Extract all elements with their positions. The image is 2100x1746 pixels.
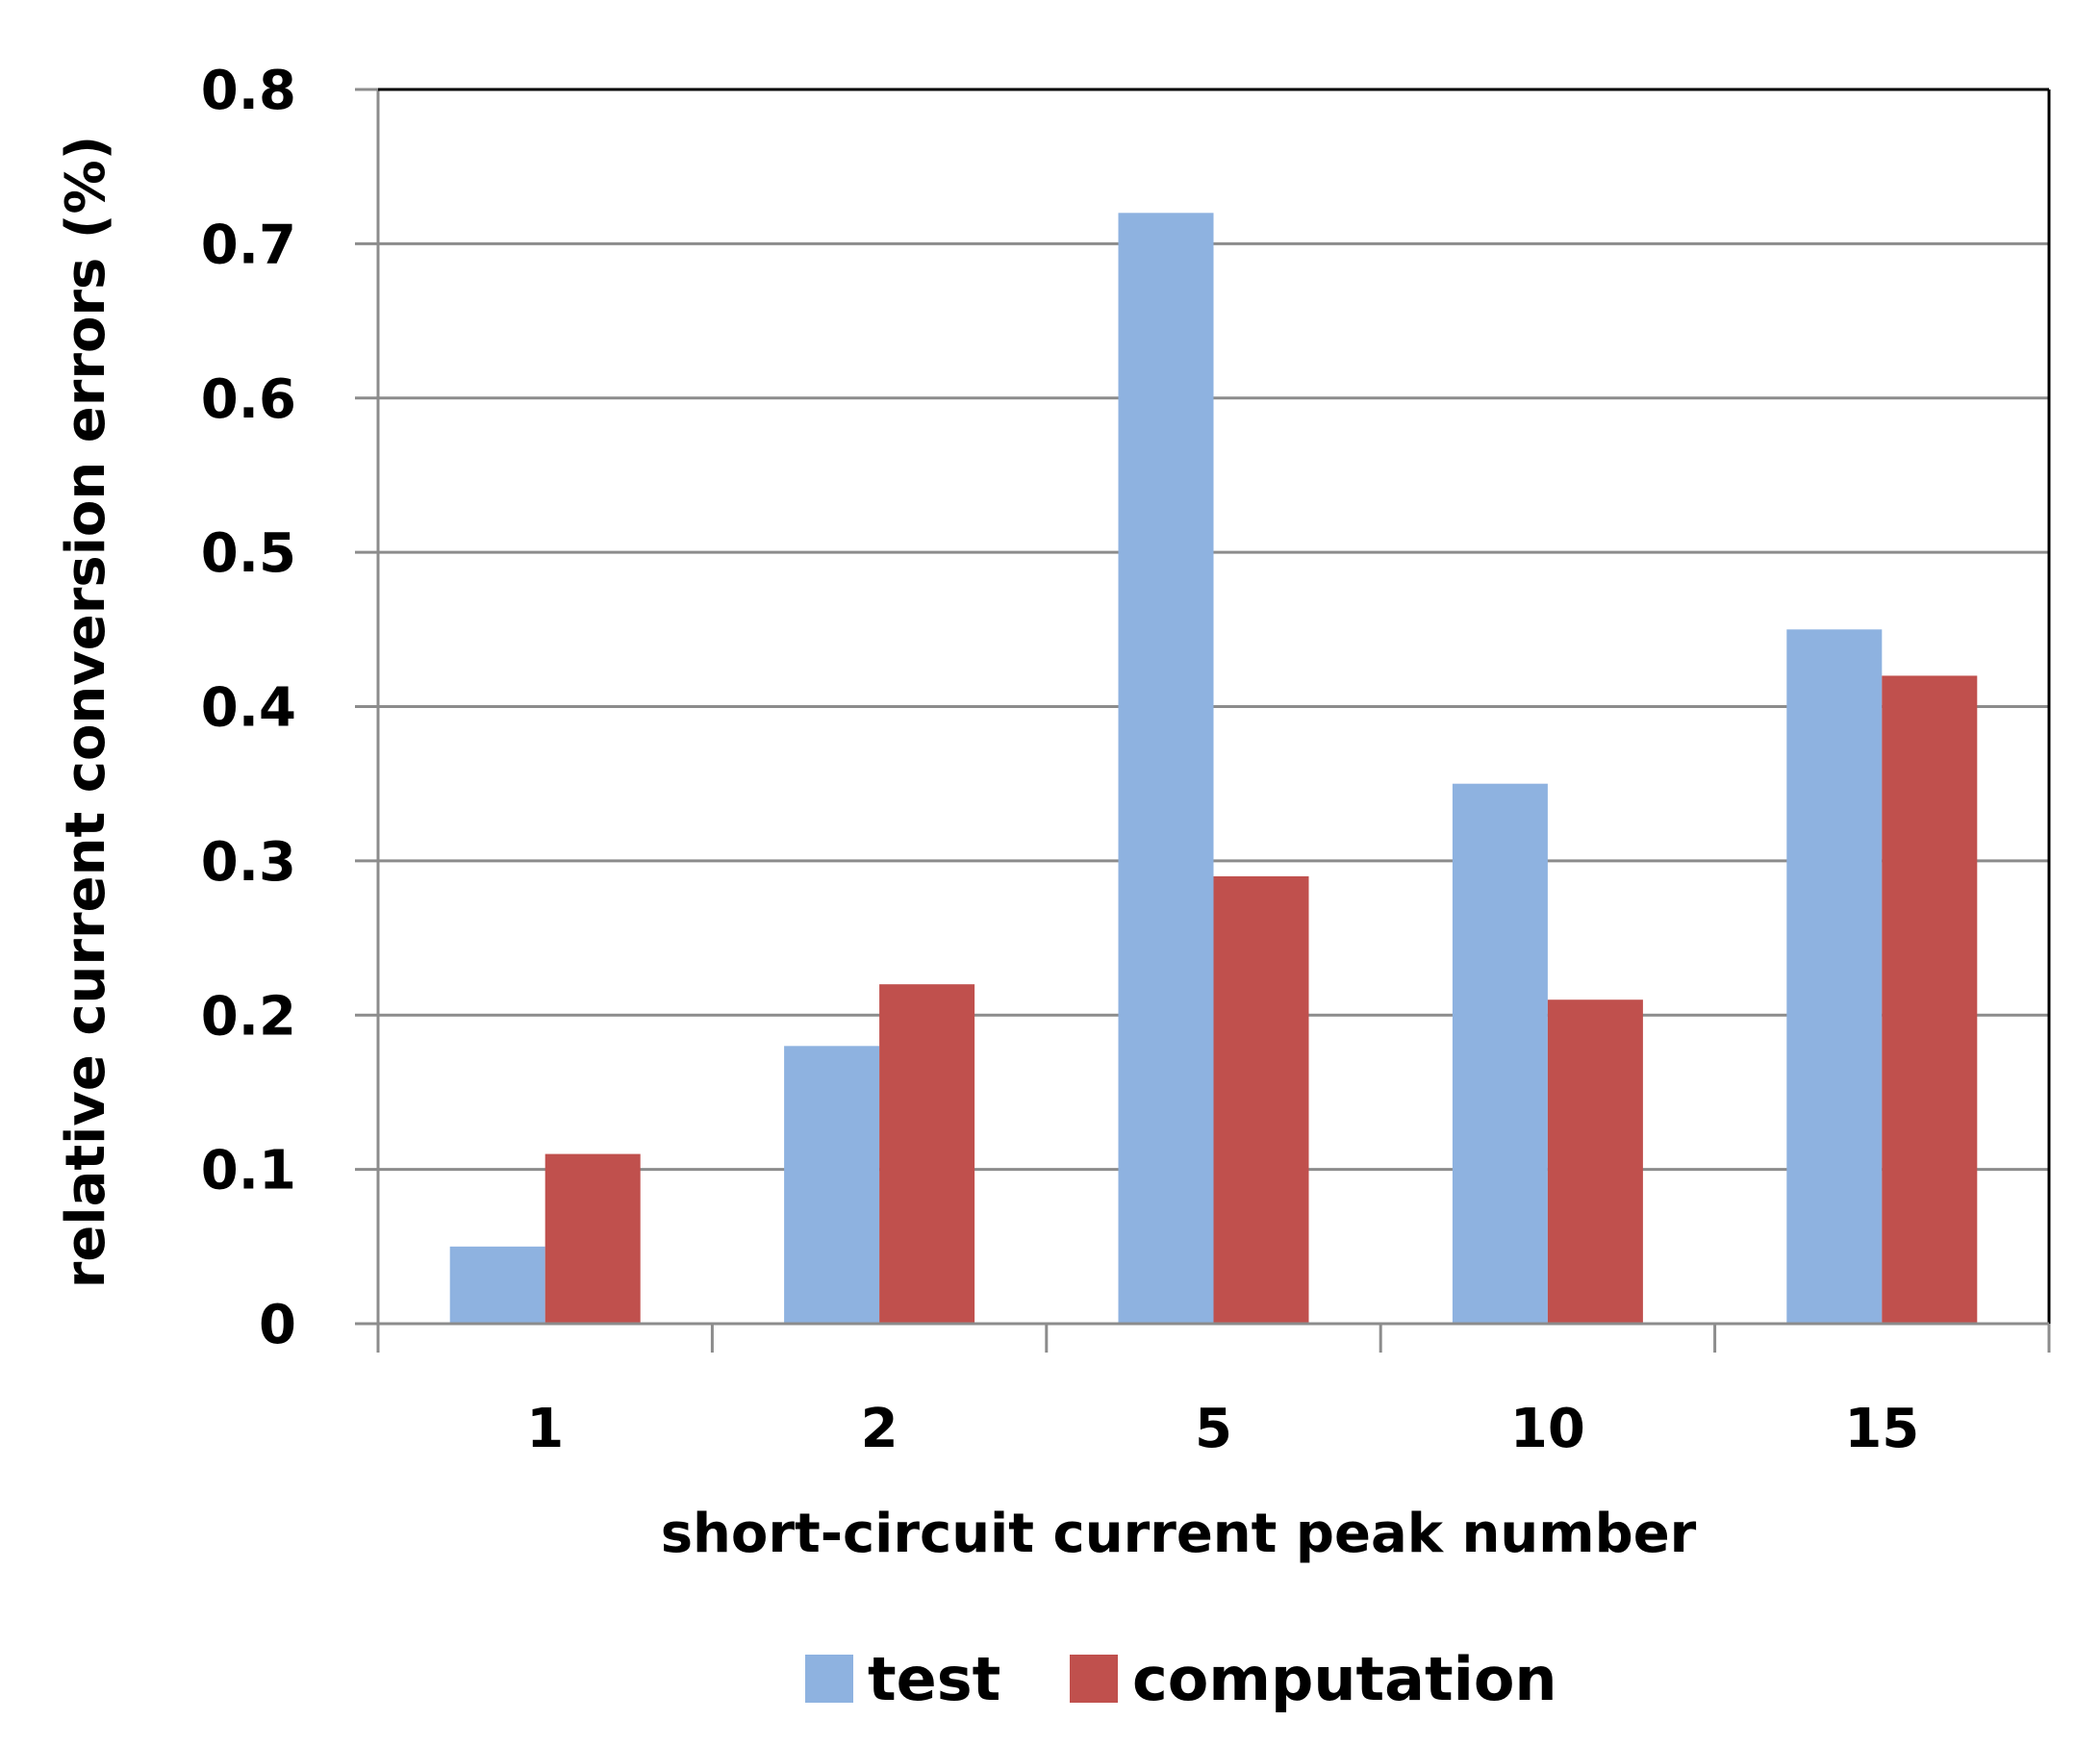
x-tick-label: 5 bbox=[1195, 1398, 1232, 1460]
legend-label-test: test bbox=[868, 1644, 1000, 1714]
legend-swatch-test bbox=[805, 1655, 853, 1703]
y-tick-label: 0.6 bbox=[201, 368, 296, 431]
y-tick-label: 0.2 bbox=[201, 985, 296, 1048]
bar-computation-5 bbox=[1213, 875, 1309, 1324]
y-tick-label: 0.7 bbox=[201, 214, 296, 276]
y-tick-label: 0.1 bbox=[201, 1140, 296, 1202]
bar-test-1 bbox=[449, 1246, 545, 1324]
y-tick-label: 0.3 bbox=[201, 831, 296, 894]
legend-label-computation: computation bbox=[1132, 1644, 1557, 1714]
bar-test-5 bbox=[1118, 213, 1214, 1324]
y-tick-label: 0.5 bbox=[201, 522, 296, 585]
y-tick-labels: 0 0.1 0.2 0.3 0.4 0.5 0.6 0.7 0.8 bbox=[201, 60, 296, 1356]
axes bbox=[376, 88, 2051, 1353]
legend: test computation bbox=[805, 1644, 1557, 1714]
x-tick-label: 1 bbox=[526, 1398, 564, 1460]
bar-computation-1 bbox=[544, 1153, 641, 1324]
y-tick-label: 0.4 bbox=[201, 677, 296, 740]
bar-computation-10 bbox=[1547, 1000, 1643, 1324]
bars bbox=[449, 213, 1978, 1324]
x-tick-labels: 1 2 5 10 15 bbox=[526, 1398, 1919, 1460]
x-axis-title: short-circuit current peak number bbox=[661, 1503, 1697, 1565]
y-axis-title: relative current conversion errors (%) bbox=[55, 136, 117, 1288]
x-tick-label: 15 bbox=[1844, 1398, 1919, 1460]
bar-test-15 bbox=[1786, 629, 1883, 1324]
y-tick-label: 0.8 bbox=[201, 60, 296, 122]
y-tick-label: 0 bbox=[259, 1294, 296, 1356]
x-tick-label: 2 bbox=[861, 1398, 898, 1460]
bar-computation-15 bbox=[1882, 675, 1978, 1324]
bar-test-2 bbox=[784, 1046, 880, 1324]
legend-swatch-computation bbox=[1070, 1655, 1118, 1703]
x-tick-label: 10 bbox=[1510, 1398, 1585, 1460]
bar-test-10 bbox=[1452, 783, 1548, 1324]
bar-computation-2 bbox=[879, 984, 975, 1324]
